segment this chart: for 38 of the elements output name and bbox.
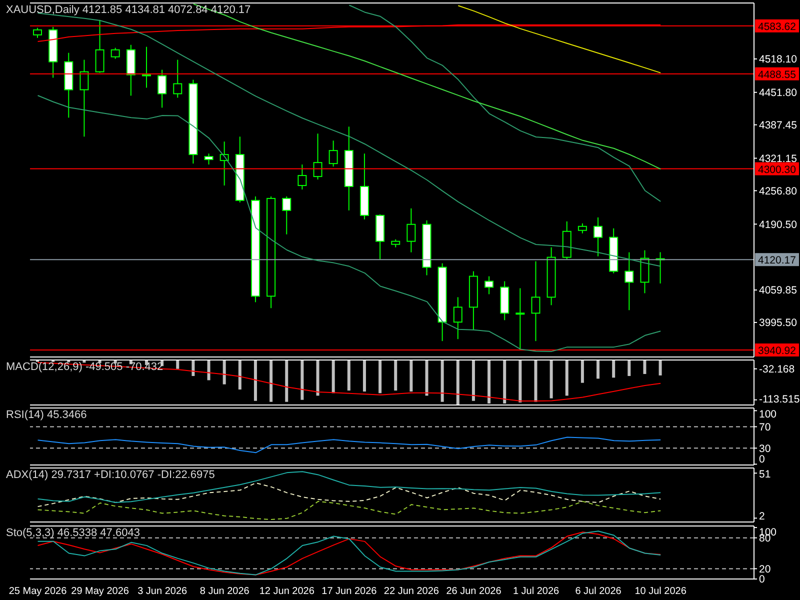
x-tick-label: 22 Jun 2026 xyxy=(384,586,440,598)
x-tick-label: 1 Jul 2026 xyxy=(512,586,560,598)
x-tick-label: 10 Jul 2026 xyxy=(634,586,687,598)
chart-title: RSI(14) 45.3466 xyxy=(6,409,87,421)
y-tick-label: 4256.80 xyxy=(759,185,798,198)
y-tick-label: -32.168 xyxy=(759,364,795,376)
y-tick-label: 4059.85 xyxy=(759,284,798,297)
x-tick-label: 25 May 2026 xyxy=(8,586,68,598)
y-tick-label: 2 xyxy=(759,510,765,523)
x-tick-label: 6 Jul 2026 xyxy=(575,586,622,598)
x-tick-label: 29 May 2026 xyxy=(71,586,130,598)
x-tick-label: 3 Jun 2026 xyxy=(138,586,188,598)
y-tick-label: 20 xyxy=(759,563,771,576)
chart-title: ADX(14) 29.7317 +DI:10.0767 -DI:22.6975 xyxy=(6,469,215,481)
ref-line-label: 4488.55 xyxy=(758,68,796,81)
chart-title: Sto(5,3,3) 46.5338 47.6043 xyxy=(6,527,140,539)
x-tick-label: 17 Jun 2026 xyxy=(322,586,378,598)
y-tick-label: 4321.15 xyxy=(759,152,798,165)
ref-line-label: 3940.92 xyxy=(758,344,796,357)
x-tick-label: 12 Jun 2026 xyxy=(259,586,315,598)
x-tick-label: 8 Jun 2026 xyxy=(200,586,250,598)
x-tick-label: 26 Jun 2026 xyxy=(446,586,502,598)
y-tick-label: 70 xyxy=(759,421,771,434)
ref-line-label: 4583.62 xyxy=(758,20,796,33)
y-tick-label: 30 xyxy=(759,442,771,455)
ref-line-label: 4120.17 xyxy=(758,254,796,267)
y-tick-label: 4190.50 xyxy=(759,218,798,231)
y-tick-label: 4387.45 xyxy=(759,120,798,132)
chart-title: XAUUSD,Daily 4121.85 4134.81 4072.84 4120.17 xyxy=(6,4,251,16)
y-tick-label: 4451.80 xyxy=(759,87,798,100)
ref-line-label: 4300.30 xyxy=(758,164,796,176)
y-tick-label: 4518.10 xyxy=(759,54,798,66)
y-tick-label: -113.515 xyxy=(759,394,800,406)
y-tick-label: 51 xyxy=(759,468,771,481)
y-tick-label: 3995.50 xyxy=(759,317,798,330)
y-tick-label: 100 xyxy=(759,408,777,421)
y-tick-label: 0 xyxy=(759,574,765,586)
y-tick-label: 0 xyxy=(759,454,765,466)
